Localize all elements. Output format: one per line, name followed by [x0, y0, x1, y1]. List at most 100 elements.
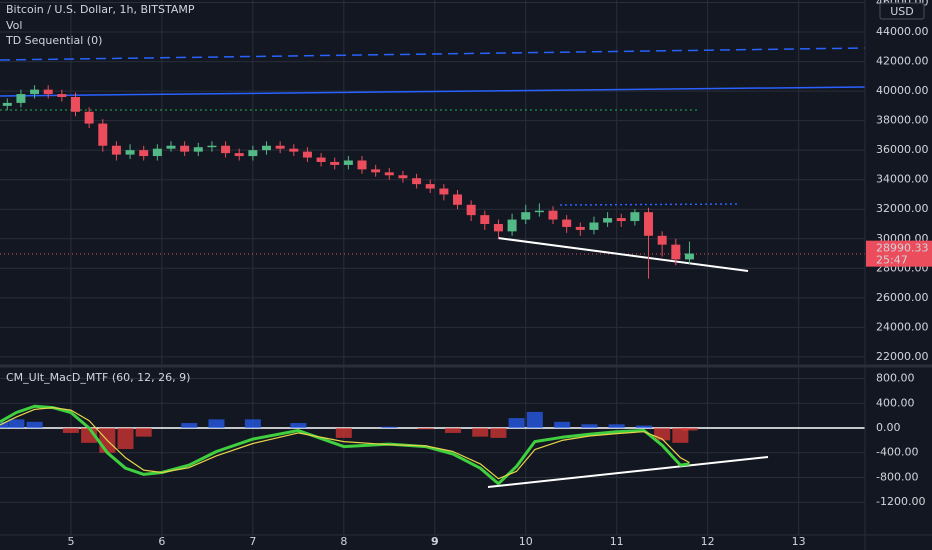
candle-body — [343, 160, 353, 165]
x-tick-label: 9 — [431, 535, 439, 548]
candle-body — [57, 94, 67, 98]
candle-body — [70, 97, 80, 112]
candle-body — [2, 102, 12, 106]
candle-body — [562, 219, 572, 227]
histogram-bar — [381, 426, 398, 428]
candle-body — [330, 161, 340, 165]
candle-body — [357, 160, 367, 170]
x-tick-label: 10 — [519, 535, 533, 548]
dashed-ma — [0, 47, 866, 61]
histogram-bar — [635, 425, 652, 428]
candle-body — [166, 145, 176, 149]
candle-body — [657, 235, 667, 245]
x-tick-label: 13 — [792, 535, 806, 548]
candle-body — [453, 194, 463, 205]
x-tick-label: 6 — [158, 535, 165, 548]
histogram-bar — [672, 427, 689, 443]
y-tick-label: -1200.00 — [876, 495, 925, 508]
candle-body — [16, 94, 26, 103]
y-tick-label: 22000.00 — [876, 350, 929, 363]
candle-body — [111, 145, 121, 155]
candle-body — [466, 204, 476, 216]
countdown: 25:47 — [876, 254, 908, 267]
currency[interactable]: USD — [890, 5, 914, 18]
x-tick-label: 7 — [249, 535, 256, 548]
y-tick-label: 36000.00 — [876, 143, 929, 156]
x-tick-label: 5 — [67, 535, 74, 548]
histogram-bar — [208, 419, 225, 428]
candle-body — [384, 172, 394, 176]
candle-body — [603, 218, 613, 223]
histogram-bar — [508, 418, 525, 428]
candle-body — [125, 150, 135, 155]
candle-body — [521, 212, 531, 220]
candle-body — [152, 148, 162, 157]
y-tick-label: 40000.00 — [876, 84, 929, 97]
candle-body — [671, 244, 681, 260]
last-price: 28990.33 — [876, 242, 929, 255]
candle-body — [207, 145, 217, 148]
y-tick-label: 26000.00 — [876, 291, 929, 304]
y-tick-label: 34000.00 — [876, 173, 929, 186]
candle-body — [221, 145, 231, 154]
candle-body — [575, 226, 585, 230]
y-tick-label: 400.00 — [876, 396, 915, 409]
currency-box[interactable] — [879, 2, 925, 20]
histogram-bar — [526, 411, 543, 428]
y-tick-label: 32000.00 — [876, 202, 929, 215]
candle-body — [684, 253, 694, 260]
candle-body — [84, 111, 94, 124]
histogram-bar — [417, 427, 434, 430]
candle-body — [507, 219, 517, 232]
indicator-label: TD Sequential (0) — [5, 34, 102, 47]
candle-body — [480, 215, 490, 224]
candle-body — [425, 184, 435, 189]
trendline — [497, 237, 749, 272]
histogram-bar — [472, 427, 489, 437]
candle-body — [534, 210, 544, 213]
candle-body — [180, 145, 190, 152]
histogram-bar — [8, 419, 25, 428]
y-tick-label: 42000.00 — [876, 55, 929, 68]
candle-body — [302, 151, 312, 158]
last-price-tag — [866, 240, 932, 267]
candle-body — [398, 175, 408, 179]
histogram-bar — [554, 421, 571, 428]
candle-body — [193, 147, 203, 152]
macd-line — [0, 404, 690, 486]
y-tick-label: 44000.00 — [876, 25, 929, 38]
candle-body — [275, 145, 285, 149]
indicator-title: CM_Ult_MacD_MTF (60, 12, 26, 9) — [6, 371, 190, 384]
y-tick-label: 38000.00 — [876, 114, 929, 127]
histogram-bar — [0, 421, 8, 428]
axes: 22000.0024000.0026000.0028000.0030000.00… — [67, 0, 932, 548]
candle-body — [139, 150, 149, 157]
histogram-bar — [117, 427, 134, 450]
candle-body — [43, 89, 53, 95]
chart-title: Bitcoin / U.S. Dollar, 1h, BITSTAMP — [6, 3, 195, 16]
candle-body — [412, 178, 422, 185]
histogram-bar — [581, 424, 598, 428]
candle-body — [589, 222, 599, 230]
ma-line — [0, 86, 866, 97]
marks — [0, 85, 698, 486]
candle-body — [371, 169, 381, 173]
trendline — [487, 456, 769, 488]
y-tick-label: 0.00 — [876, 421, 901, 434]
candle-body — [234, 153, 244, 157]
candle-body — [439, 188, 449, 195]
histogram-bar — [335, 427, 352, 438]
signal-line — [0, 407, 690, 480]
candle-body — [289, 148, 299, 152]
y-tick-label: 24000.00 — [876, 320, 929, 333]
x-tick-label: 12 — [701, 535, 715, 548]
y-tick-label: -400.00 — [876, 446, 918, 459]
histogram-bar — [62, 427, 79, 433]
candle-body — [630, 212, 640, 222]
histogram-bar — [608, 424, 625, 428]
x-tick-label: 11 — [610, 535, 624, 548]
candle-body — [30, 89, 40, 95]
candle-body — [248, 150, 258, 157]
candle-body — [616, 218, 626, 222]
candle-body — [644, 212, 654, 236]
